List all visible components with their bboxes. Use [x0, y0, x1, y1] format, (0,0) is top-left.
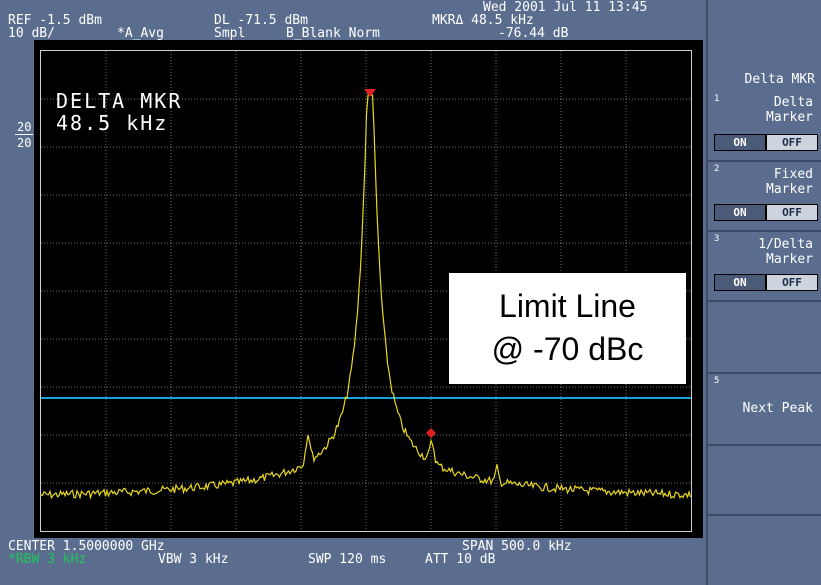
softkey-number-2: 2: [714, 164, 720, 174]
scale-per-division: 10 dB/: [8, 26, 55, 41]
annotation-line-2: @ -70 dBc: [491, 331, 644, 367]
graticule: [40, 50, 692, 532]
softkey-number-1: 1: [714, 94, 720, 104]
toggle-off[interactable]: OFF: [767, 135, 817, 150]
softkey-label: Marker: [766, 110, 813, 125]
toggle-off[interactable]: OFF: [767, 275, 817, 290]
softkey-next-peak[interactable]: 5 Next Peak: [708, 374, 821, 446]
sweep-time: SWP 120 ms: [308, 552, 387, 567]
display-line-level: DL -71.5 dBm: [214, 13, 308, 28]
toggle-on[interactable]: ON: [715, 135, 767, 150]
scale-divider: [15, 134, 33, 135]
softkey-label: Next Peak: [742, 401, 813, 416]
softkey-number-5: 5: [714, 376, 720, 386]
limit-line-annotation: Limit Line @ -70 dBc: [449, 273, 686, 384]
average-indicator: *A_Avg: [117, 26, 164, 41]
toggle-on[interactable]: ON: [715, 275, 767, 290]
resolution-bandwidth: *RBW 3 kHz: [8, 552, 87, 567]
softkey-4-empty[interactable]: [708, 302, 821, 374]
marker-readout-value: 48.5 kHz: [56, 111, 169, 135]
softkey-delta-marker[interactable]: 1 Delta Marker ON OFF: [708, 92, 821, 162]
scale-bottom-value: 20: [17, 136, 32, 150]
softkey-number-3: 3: [714, 234, 720, 244]
fixed-marker-toggle[interactable]: ON OFF: [714, 204, 818, 221]
softkey-label: Delta: [773, 95, 813, 110]
spectrum-trace: [41, 94, 691, 500]
softkey-6-empty[interactable]: [708, 446, 821, 516]
delta-marker-toggle[interactable]: ON OFF: [714, 134, 818, 151]
reciprocal-delta-marker-toggle[interactable]: ON OFF: [714, 274, 818, 291]
toggle-on[interactable]: ON: [715, 205, 767, 220]
menu-title: Delta MKR: [744, 72, 815, 87]
center-frequency: CENTER 1.5000000 GHz: [8, 539, 165, 554]
annotation-line-1: Limit Line: [499, 288, 636, 324]
video-bandwidth: VBW 3 kHz: [158, 552, 229, 567]
delta-marker: [426, 428, 436, 438]
grid-lines: [41, 51, 691, 531]
toggle-off[interactable]: OFF: [767, 205, 817, 220]
softkey-reciprocal-delta-marker[interactable]: 3 1/Delta Marker ON OFF: [708, 232, 821, 302]
status-header: Wed 2001 Jul 11 13:45 REF -1.5 dBm 10 dB…: [0, 0, 706, 40]
attenuation: ATT 10 dB: [425, 552, 496, 567]
scale-top-value: 20: [17, 120, 32, 134]
marker-delta-amplitude: -76.44 dB: [498, 26, 569, 41]
status-footer: CENTER 1.5000000 GHz SPAN 500.0 kHz *RBW…: [0, 538, 706, 585]
softkey-panel: Delta MKR 1 Delta Marker ON OFF 2 Fixed …: [706, 0, 821, 585]
softkey-label: Marker: [766, 252, 813, 267]
softkey-label: Fixed: [773, 167, 813, 182]
softkey-label: 1/Delta: [758, 237, 813, 252]
date-time: Wed 2001 Jul 11 13:45: [483, 0, 648, 15]
marker-delta-freq: MKRΔ 48.5 kHz: [432, 13, 534, 28]
detector-mode: Smpl: [214, 26, 246, 41]
softkey-label: Marker: [766, 182, 813, 197]
softkey-7-empty[interactable]: [708, 516, 821, 585]
menu-title-area: Delta MKR: [708, 0, 821, 94]
marker-readout-title: DELTA MKR: [56, 89, 183, 113]
reference-marker: [364, 89, 376, 97]
ref-level: REF -1.5 dBm: [8, 13, 102, 28]
trace-b-mode: B_Blank Norm: [286, 26, 380, 41]
span: SPAN 500.0 kHz: [462, 539, 572, 554]
spectrum-plot: [41, 51, 691, 531]
softkey-fixed-marker[interactable]: 2 Fixed Marker ON OFF: [708, 162, 821, 232]
